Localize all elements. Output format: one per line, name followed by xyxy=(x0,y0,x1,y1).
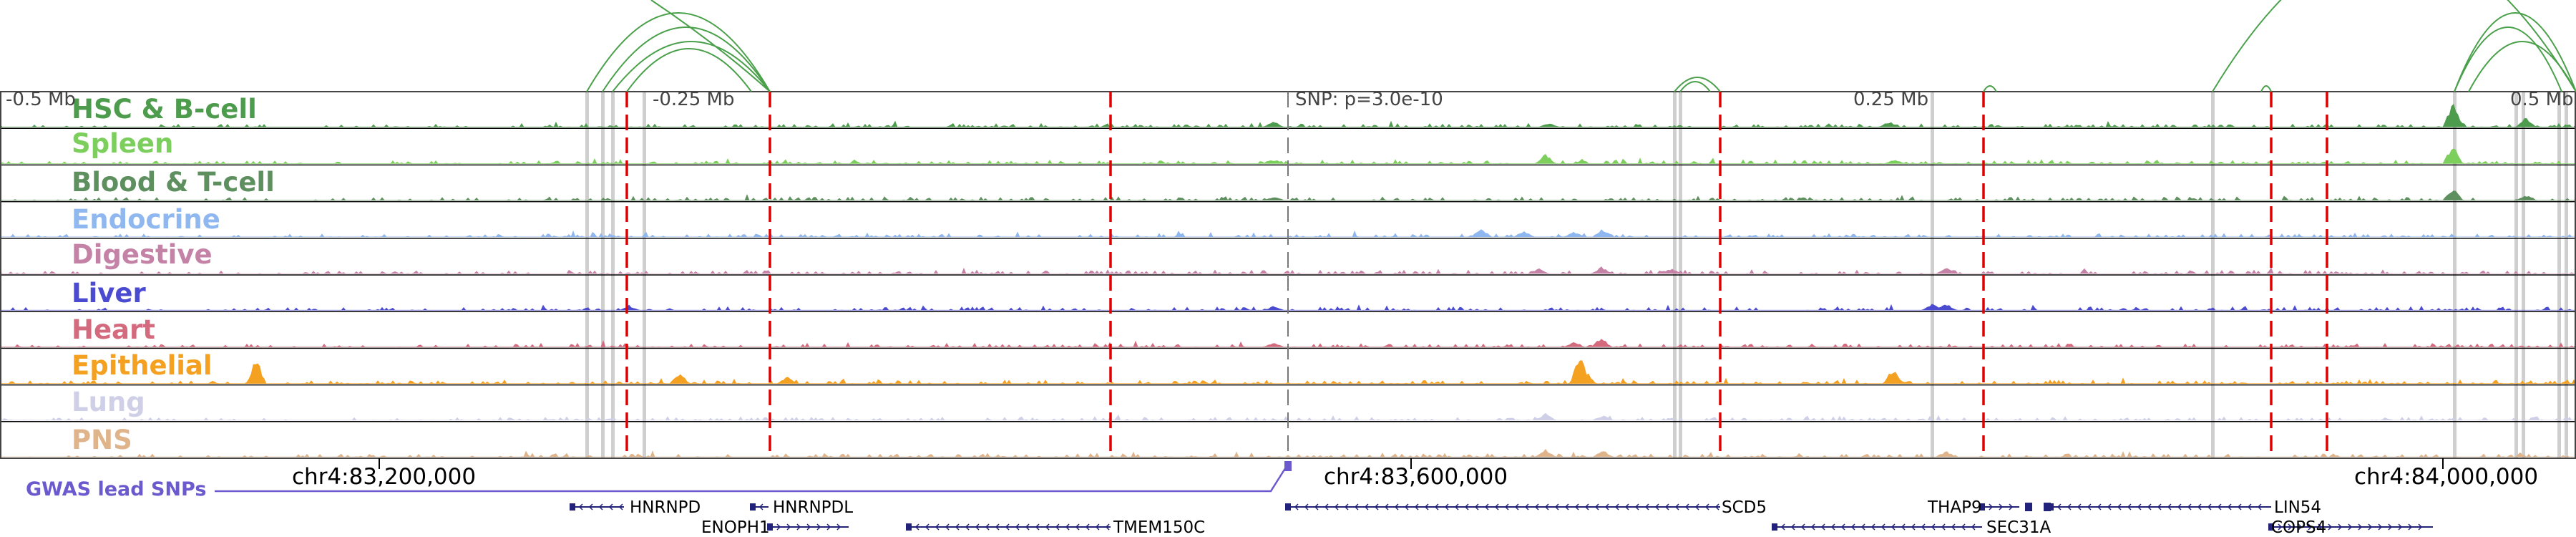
gene-exon-hnrnpd xyxy=(570,503,575,511)
loop-arc-0 xyxy=(586,12,771,92)
loop-arc-5 xyxy=(1679,81,1711,92)
track-label-pns: PNS xyxy=(72,425,132,455)
gene-exon-scd5 xyxy=(1285,503,1291,511)
gene-strand-thap9 xyxy=(1989,503,2014,511)
gene-strand-cops4 xyxy=(2278,523,2423,531)
signal-liver xyxy=(0,304,2576,311)
signal-digestive xyxy=(0,266,2576,274)
track-label-epithelial: Epithelial xyxy=(72,350,213,381)
signal-heart xyxy=(0,339,2576,347)
loop-arc-9 xyxy=(2454,12,2576,92)
gwas-line xyxy=(215,463,1289,493)
gene-strand-enoph1 xyxy=(776,523,841,531)
gene-exon-thap9-2 xyxy=(2025,503,2032,511)
scale-label-minus-half: -0.5 Mb xyxy=(6,89,76,110)
gene-label-cops4: COPS4 xyxy=(2271,518,2327,537)
gene-exon-sec31a xyxy=(1772,523,1777,531)
gene-label-enoph1: ENOPH1 xyxy=(701,518,770,537)
gene-label-scd5: SCD5 xyxy=(1722,498,1767,517)
gene-label-lin54: LIN54 xyxy=(2274,498,2322,517)
track-label-hsc: HSC & B-cell xyxy=(72,94,257,125)
gene-label-sec31a: SEC31A xyxy=(1986,518,2051,537)
track-label-blood: Blood & T-cell xyxy=(72,167,275,198)
gene-strand-sec31a xyxy=(1780,523,1976,531)
signal-spleen xyxy=(0,148,2576,164)
gwas-snp-marker xyxy=(1284,461,1292,471)
gene-label-thap9: THAP9 xyxy=(1928,498,1982,517)
gene-exon-cops4 xyxy=(2268,523,2274,531)
gene-label-hnrnpd: HNRNPD xyxy=(630,498,701,517)
track-label-liver: Liver xyxy=(72,278,146,309)
gene-exon-tmem150c xyxy=(906,523,912,531)
scale-label-snp: SNP: p=3.0e-10 xyxy=(1295,89,1443,110)
loop-arc-long xyxy=(650,0,771,92)
gene-label-hnrnpdl: HNRNPDL xyxy=(773,498,854,517)
scale-label-minus-quarter: -0.25 Mb xyxy=(653,89,735,110)
signal-hsc xyxy=(0,104,2576,127)
coordinate-label-2: chr4:83,600,000 xyxy=(1324,464,1508,490)
loop-arc-10 xyxy=(2454,26,2562,92)
gene-strand-hnrnpd xyxy=(578,503,623,511)
gene-strand-scd5 xyxy=(1294,503,1719,511)
track-label-endocrine: Endocrine xyxy=(72,204,220,235)
loop-arc-11 xyxy=(2468,41,2576,92)
gene-strand-lin54 xyxy=(2057,503,2262,511)
track-label-digestive: Digestive xyxy=(72,239,213,270)
loop-arc-8 xyxy=(2212,0,2576,92)
scale-label-plus-half: 0.5 Mb xyxy=(2510,89,2574,110)
gene-exon-lin54-start xyxy=(2044,503,2051,511)
signal-pns xyxy=(0,448,2576,458)
gene-strand-tmem150c xyxy=(914,523,1110,531)
gene-label-tmem150c: TMEM150C xyxy=(1113,518,1206,537)
signal-endocrine xyxy=(0,229,2576,238)
gene-exon-thap9 xyxy=(1979,503,1985,511)
loop-arc-1 xyxy=(602,26,771,92)
loop-arc-6 xyxy=(1983,85,1997,92)
signal-lung xyxy=(0,412,2576,421)
loop-arc-4 xyxy=(1674,77,1721,92)
loop-arc-2 xyxy=(612,41,771,92)
gene-strand-hnrnpdl xyxy=(758,503,763,511)
loop-arc-3 xyxy=(626,48,752,92)
signal-blood xyxy=(0,190,2576,201)
coordinate-label-1: chr4:83,200,000 xyxy=(292,464,477,490)
loop-arc-7 xyxy=(2260,85,2272,92)
gene-exon-enoph1 xyxy=(767,523,773,531)
track-label-heart: Heart xyxy=(72,314,155,345)
track-label-lung: Lung xyxy=(72,387,145,417)
signal-epithelial xyxy=(0,360,2576,384)
coordinate-label-3: chr4:84,000,000 xyxy=(2354,464,2539,490)
scale-label-plus-quarter: 0.25 Mb xyxy=(1853,89,1929,110)
track-label-spleen: Spleen xyxy=(72,128,174,159)
gene-exon-hnrnpdl xyxy=(750,503,756,511)
gwas-track-label: GWAS lead SNPs xyxy=(26,478,207,500)
